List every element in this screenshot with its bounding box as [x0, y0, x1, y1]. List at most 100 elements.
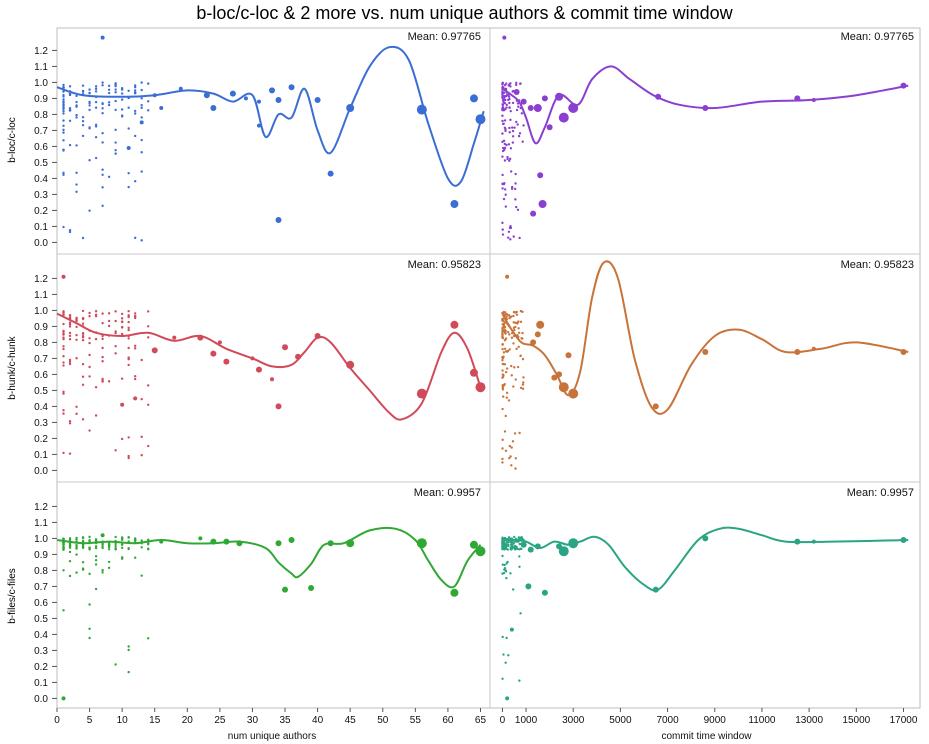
- y-tick-label: 1.1: [34, 290, 48, 301]
- data-point: [504, 337, 508, 340]
- data-point: [68, 334, 72, 338]
- data-point: [501, 95, 504, 99]
- data-point: [517, 331, 521, 334]
- data-point: [502, 97, 506, 101]
- data-point: [521, 357, 525, 361]
- y-tick-label: 1.2: [34, 502, 48, 513]
- data-point: [120, 317, 124, 320]
- data-point: [506, 330, 510, 334]
- x-tick-label: 30: [247, 715, 259, 726]
- data-point: [101, 546, 104, 550]
- data-point: [506, 560, 509, 564]
- y-tick-label: 0.3: [34, 646, 48, 657]
- data-point: [505, 143, 508, 147]
- data-point: [68, 559, 72, 563]
- fit-line: [56, 526, 482, 589]
- y-tick-label: 1.1: [34, 62, 48, 73]
- data-point: [120, 546, 124, 550]
- x-axis-title: commit time window: [661, 731, 752, 742]
- data-point: [140, 116, 143, 119]
- data-point: [503, 331, 507, 334]
- x-tick-label: 0: [500, 715, 506, 726]
- data-point: [94, 106, 98, 109]
- data-point: [94, 135, 98, 139]
- y-tick-label: 0.1: [34, 222, 48, 233]
- data-point: [516, 208, 520, 211]
- data-point: [501, 547, 504, 550]
- data-point: [62, 90, 65, 93]
- data-point: [510, 315, 513, 318]
- data-point: [101, 568, 104, 572]
- data-point: [525, 583, 532, 590]
- data-point: [147, 547, 150, 550]
- data-point: [101, 355, 104, 359]
- data-point: [62, 542, 65, 546]
- data-point: [217, 340, 222, 345]
- data-point: [505, 274, 510, 279]
- data-point: [505, 106, 508, 109]
- data-point: [504, 661, 507, 664]
- data-point: [522, 376, 525, 379]
- data-point: [101, 111, 104, 115]
- data-point: [508, 126, 511, 130]
- data-point: [101, 81, 104, 84]
- data-point: [88, 314, 91, 318]
- data-point: [107, 319, 111, 323]
- data-point: [88, 337, 91, 340]
- data-point: [502, 653, 505, 656]
- data-point: [506, 236, 510, 239]
- data-point: [127, 645, 130, 648]
- data-point: [140, 546, 143, 549]
- data-point: [68, 537, 72, 540]
- data-point: [127, 363, 130, 367]
- data-point: [501, 358, 504, 362]
- data-point: [62, 364, 65, 367]
- data-point: [546, 124, 553, 131]
- data-point: [511, 547, 514, 550]
- data-point: [75, 412, 78, 416]
- data-point: [140, 358, 143, 362]
- data-point: [513, 535, 516, 539]
- data-point: [501, 105, 505, 109]
- data-point: [512, 385, 515, 388]
- data-point: [133, 89, 137, 92]
- plot-border: [56, 27, 921, 709]
- data-point: [62, 412, 65, 415]
- data-point: [507, 143, 511, 146]
- data-point: [521, 383, 525, 386]
- data-point: [127, 356, 130, 359]
- data-point: [514, 182, 517, 185]
- data-point: [62, 312, 65, 316]
- data-point: [107, 84, 111, 87]
- data-point: [514, 83, 518, 87]
- data-point: [107, 560, 111, 564]
- data-point: [501, 563, 505, 566]
- data-point: [133, 84, 137, 87]
- data-point: [140, 81, 143, 84]
- data-point: [94, 85, 98, 88]
- data-point: [101, 186, 104, 189]
- data-point: [133, 315, 137, 318]
- data-point: [503, 347, 507, 351]
- data-point: [504, 449, 508, 452]
- data-point: [62, 173, 65, 176]
- data-point: [68, 143, 72, 147]
- data-point: [502, 86, 505, 89]
- data-point: [513, 89, 520, 95]
- data-point: [62, 329, 65, 333]
- data-point: [127, 337, 130, 340]
- data-point: [538, 200, 547, 208]
- data-point: [514, 172, 517, 176]
- data-point: [513, 366, 516, 369]
- data-point: [508, 106, 511, 110]
- data-point: [114, 330, 117, 333]
- x-tick-label: 15000: [842, 715, 870, 726]
- data-point: [107, 88, 111, 91]
- data-point: [101, 107, 104, 110]
- data-point: [501, 108, 504, 111]
- data-point: [506, 157, 509, 161]
- data-point: [88, 88, 91, 91]
- data-point: [507, 95, 511, 98]
- data-point: [501, 545, 504, 548]
- data-point: [133, 316, 137, 320]
